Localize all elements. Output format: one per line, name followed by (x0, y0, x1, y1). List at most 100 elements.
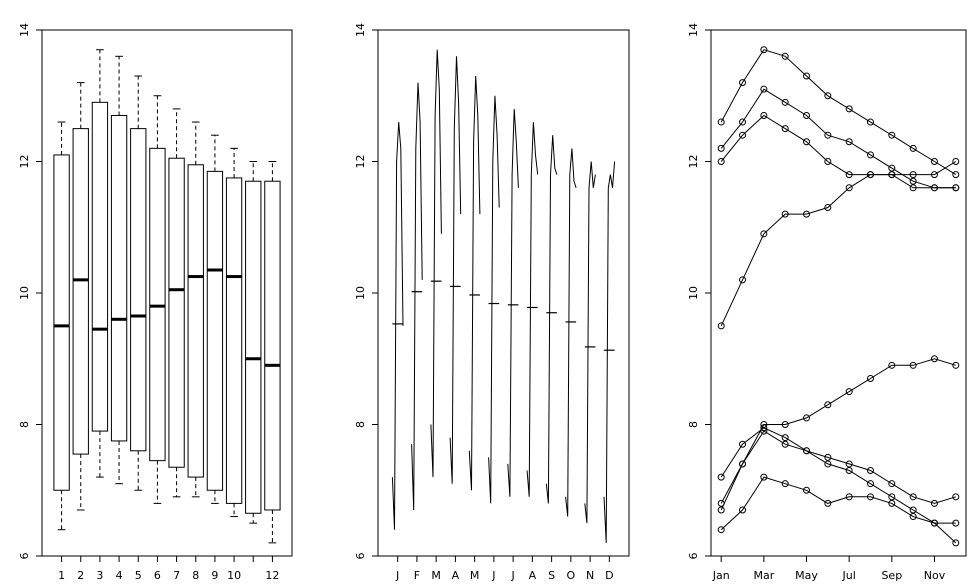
data-point (909, 361, 917, 369)
box-body (245, 180, 262, 514)
month-subseries (449, 56, 462, 484)
box-body (130, 128, 147, 452)
month-subseries (507, 108, 519, 497)
data-point (803, 111, 811, 119)
x-tick-label: M (470, 569, 480, 582)
data-point (888, 164, 896, 172)
data-point (781, 125, 789, 133)
data-point (760, 46, 768, 54)
box-body (264, 180, 281, 511)
y-tick-label: 10 (687, 286, 700, 300)
data-point (866, 374, 874, 382)
x-tick-label: D (605, 569, 613, 582)
data-point (824, 499, 832, 507)
data-point (845, 171, 853, 179)
data-point (739, 506, 747, 514)
series-line (720, 427, 956, 504)
panel-lineplot: 6 8 10 12 14 Jan Mar May Jul Sep Nov (687, 23, 967, 582)
data-point (909, 493, 917, 501)
data-point (866, 118, 874, 126)
y-tick-label: 6 (687, 553, 700, 560)
data-point (824, 453, 832, 461)
data-point (909, 506, 917, 514)
data-point (845, 467, 853, 475)
series-line (720, 476, 957, 544)
data-point (909, 144, 917, 152)
data-point (888, 480, 896, 488)
month-subseries (603, 161, 616, 543)
data-point (717, 506, 725, 514)
plot-frame (377, 29, 630, 557)
x-tick-label: 5 (135, 569, 142, 582)
series-line (720, 430, 956, 524)
data-point (803, 414, 811, 422)
data-point (866, 171, 874, 179)
data-point (717, 144, 725, 152)
x-tick-label: J (510, 569, 514, 582)
data-point (909, 171, 917, 179)
data-point (866, 493, 874, 501)
y-tick-label: 10 (354, 286, 367, 300)
data-point (760, 427, 768, 435)
data-point (888, 171, 896, 179)
data-point (717, 473, 725, 481)
box-body (110, 114, 128, 442)
x-tick-label: Jul (842, 569, 856, 582)
x-tick-label: 10 (227, 569, 241, 582)
data-point (824, 131, 832, 139)
x-tick-label: 6 (154, 569, 161, 582)
x-tick-label: O (567, 569, 576, 582)
data-point (824, 204, 832, 212)
y-tick-label: 10 (18, 286, 31, 300)
x-tick-label: 4 (116, 569, 123, 582)
data-point (760, 473, 768, 481)
data-point (781, 440, 789, 448)
data-point (739, 440, 747, 448)
x-tick-label: A (529, 569, 537, 582)
data-point (803, 138, 811, 146)
data-point (845, 460, 853, 468)
series-line (720, 49, 957, 176)
box-body (187, 164, 204, 478)
data-point (739, 276, 747, 284)
x-tick-label: Mar (753, 569, 774, 582)
data-point (888, 361, 896, 369)
data-point (803, 447, 811, 455)
data-point (845, 184, 853, 192)
data-point (952, 539, 960, 547)
data-point (824, 460, 832, 468)
data-point (909, 513, 917, 521)
box-body (91, 101, 109, 432)
x-tick-label: 9 (211, 569, 218, 582)
series-line (720, 114, 957, 176)
data-point (952, 184, 960, 192)
box-body (168, 157, 185, 468)
month-subseries (391, 122, 404, 530)
x-tick-label: J (491, 569, 495, 582)
y-tick-label: 12 (18, 155, 31, 169)
series-line (720, 358, 956, 504)
data-point (888, 493, 896, 501)
data-point (781, 434, 789, 442)
data-point (760, 85, 768, 93)
x-tick-label: 7 (173, 569, 180, 582)
data-point (930, 499, 938, 507)
data-point (717, 118, 725, 126)
data-point (717, 158, 725, 165)
data-point (952, 361, 960, 369)
x-tick-label: 2 (77, 569, 84, 582)
data-point (739, 460, 747, 468)
data-point (952, 493, 960, 501)
data-point (930, 184, 938, 192)
box-body (53, 154, 70, 491)
data-point (739, 79, 747, 87)
x-tick-label: Jan (712, 569, 730, 582)
x-tick-label: 3 (96, 569, 103, 582)
data-point (717, 526, 725, 534)
data-point (781, 210, 789, 218)
x-tick-label: Sep (881, 569, 902, 582)
box-body (72, 128, 89, 455)
data-point (781, 480, 789, 488)
data-point (824, 401, 832, 409)
